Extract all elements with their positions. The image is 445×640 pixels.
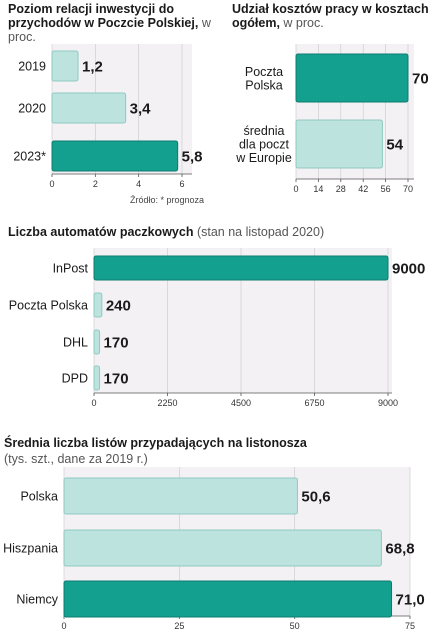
category-label: Hiszpania <box>3 542 58 556</box>
category-label: DHL <box>63 336 88 350</box>
x-tick-label: 50 <box>290 621 300 631</box>
x-tick-label: 4500 <box>231 398 251 408</box>
x-tick-label: 70 <box>403 184 413 194</box>
chart1-source-note: Źródło: * prognoza <box>130 195 205 205</box>
chart3-title: Liczba automatów paczkowych <box>8 225 194 239</box>
x-tick-label: 0 <box>91 398 96 408</box>
bar-polska <box>63 477 298 515</box>
chart4-subtitle-block: (tys. szt., dane za 2019 r.) <box>4 452 434 466</box>
chart3-parcel-lockers: 0 2250 4500 6750 9000 9000 InPost 240 Poczta Pol… <box>9 248 425 408</box>
chart4-subtitle: (tys. szt., dane za 2019 r.) <box>4 452 148 466</box>
x-tick-label: 75 <box>405 621 415 631</box>
x-tick-label: 14 <box>313 184 323 194</box>
chart3-title-block: Liczba automatów paczkowych (stan na lis… <box>8 225 438 239</box>
bar-poczta-polska <box>93 292 103 318</box>
x-tick-label: 56 <box>381 184 391 194</box>
x-tick-label: 0 <box>49 179 54 189</box>
bar-dpd <box>93 365 101 391</box>
x-tick-label: 9000 <box>378 398 398 408</box>
value-label: 5,8 <box>182 148 203 165</box>
bar-poczta-polska <box>295 53 409 103</box>
x-tick-label: 6750 <box>304 398 324 408</box>
value-label: 71,0 <box>396 591 425 608</box>
x-tick-label: 42 <box>358 184 368 194</box>
value-label: 170 <box>104 370 129 387</box>
chart1-subtitle: w proc. <box>8 16 211 44</box>
chart2-subtitle: w proc. <box>283 16 324 30</box>
value-label: 1,2 <box>82 58 103 75</box>
chart1-investment-ratio: 0 2 4 6 1,2 2019 3,4 2020 5,8 2023* <box>13 44 203 189</box>
value-label: 54 <box>386 136 403 153</box>
bar-2020 <box>51 92 127 124</box>
value-label: 68,8 <box>385 540 414 557</box>
x-tick-label: 25 <box>174 621 184 631</box>
category-label: InPost <box>53 262 89 276</box>
value-label: 240 <box>106 297 131 314</box>
bar-2019 <box>51 50 79 82</box>
chart1-title-block: Poziom relacji inwestycji do przychodów … <box>8 2 228 44</box>
bar-niemcy <box>63 580 393 618</box>
category-label: Niemcy <box>16 593 58 607</box>
value-label: 50,6 <box>301 488 330 505</box>
x-tick-label: 2250 <box>157 398 177 408</box>
value-label: 9000 <box>392 260 425 277</box>
x-tick-label: 0 <box>61 621 66 631</box>
bar-inpost <box>93 255 389 281</box>
x-tick-label: 0 <box>293 184 298 194</box>
bar-2023 <box>51 140 179 172</box>
category-label: Polska <box>20 490 58 504</box>
chart3-subtitle: (stan na listopad 2020) <box>196 225 325 239</box>
chart4-title-block: Średnia liczba listów przypadających na … <box>4 436 434 450</box>
x-tick-label: 6 <box>179 179 184 189</box>
chart4-letters-per-postman: 0 25 50 75 50,6 Polska 68,8 Hiszpania 71,0 Niemcy <box>3 467 425 631</box>
category-label: 2023* <box>13 150 46 164</box>
x-tick-label: 2 <box>93 179 98 189</box>
bar-rednia-dla-poczt-w-europie <box>295 119 383 169</box>
x-tick-label: 4 <box>136 179 141 189</box>
value-label: 3,4 <box>130 100 152 117</box>
chart2-labor-cost-share: 0 14 28 42 56 70 70 Poczta Polska 54 średnia dla po… <box>235 44 429 194</box>
bar-dhl <box>93 329 101 355</box>
value-label: 170 <box>104 334 129 351</box>
category-label: 2019 <box>18 60 46 74</box>
chart2-title: Udział kosztów pracy w kosztach ogółem, <box>232 2 429 30</box>
chart4-title: Średnia liczba listów przypadających na … <box>4 436 307 450</box>
category-label: DPD <box>62 372 88 386</box>
category-label: średnia dla poczt w Europie <box>235 124 292 165</box>
category-label: Poczta Polska <box>9 299 88 313</box>
x-tick-label: 28 <box>336 184 346 194</box>
category-label: 2020 <box>18 102 46 116</box>
chart1-title: Poziom relacji inwestycji do przychodów … <box>8 2 199 30</box>
value-label: 70 <box>412 70 429 87</box>
bar-hiszpania <box>63 529 382 567</box>
chart2-title-block: Udział kosztów pracy w kosztach ogółem, … <box>232 2 442 30</box>
category-label: Poczta Polska <box>245 65 283 93</box>
